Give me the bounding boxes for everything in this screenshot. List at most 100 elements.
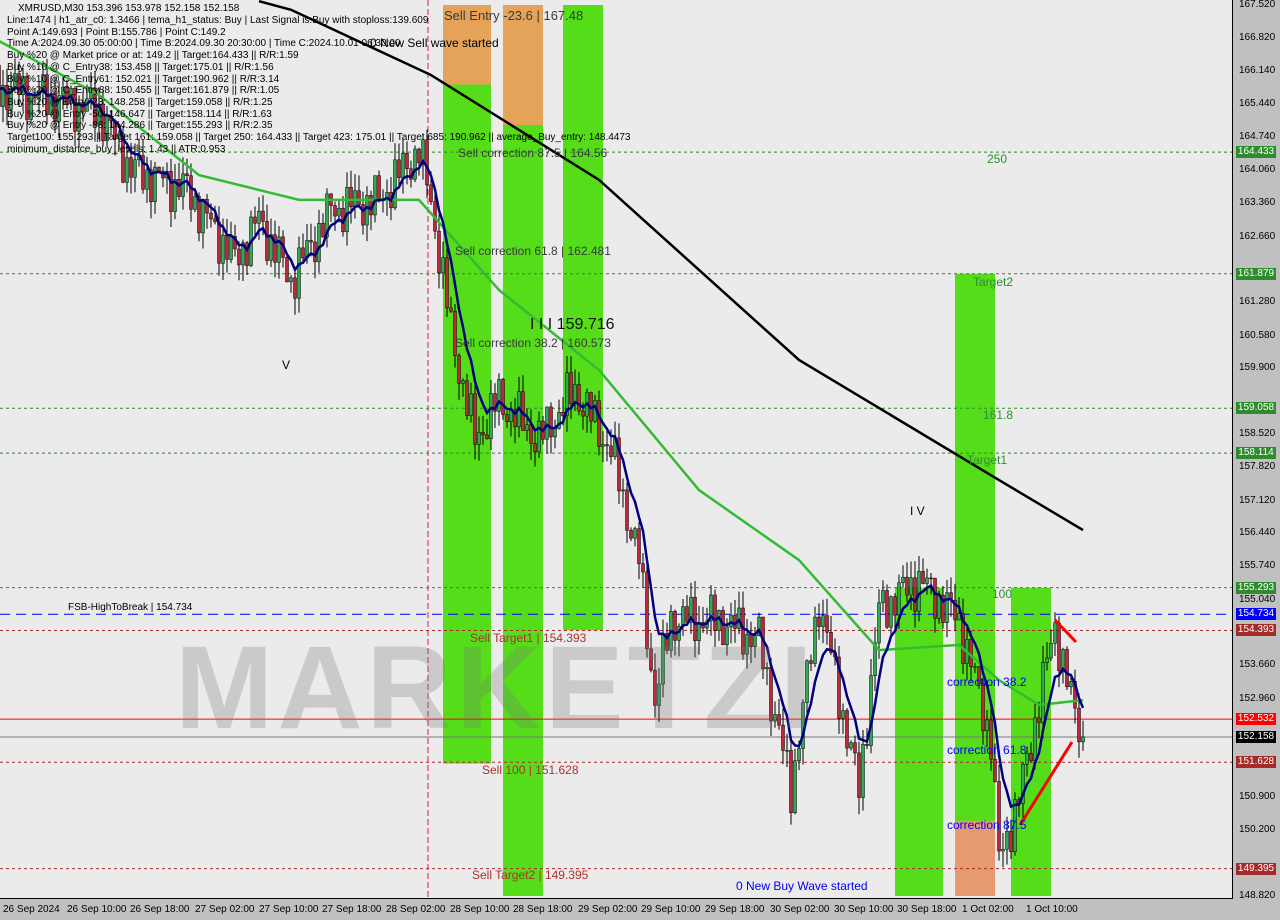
candle-body bbox=[1053, 622, 1057, 644]
candle-body bbox=[265, 221, 269, 261]
y-tick-label: 156.440 bbox=[1239, 526, 1276, 538]
level-1618-label: 161.8 bbox=[983, 408, 1014, 422]
price-chart bbox=[0, 0, 1232, 898]
wave-v-label: V bbox=[282, 358, 291, 372]
y-tick-label: 158.520 bbox=[1239, 427, 1276, 439]
candle-body bbox=[1009, 830, 1013, 852]
slow-moving-average bbox=[258, 0, 1084, 532]
candle-body bbox=[797, 748, 801, 762]
candle-body bbox=[297, 247, 301, 299]
x-tick-label: 1 Oct 10:00 bbox=[1026, 904, 1078, 915]
trend-line bbox=[1053, 618, 1078, 644]
candle-body bbox=[337, 207, 341, 217]
candle-body bbox=[373, 175, 377, 216]
candle-body bbox=[289, 277, 293, 283]
candle-body bbox=[437, 230, 441, 274]
info-line: minimum_distance_buy_levels: 1.43 || ATR… bbox=[7, 143, 226, 155]
candle-body bbox=[25, 76, 29, 120]
level-100-label: 100 bbox=[992, 587, 1013, 601]
info-line: Buy %20 @ Entry -50: 146.647 || Target:1… bbox=[7, 108, 272, 120]
y-tick-label: 150.900 bbox=[1239, 790, 1276, 802]
candle-body bbox=[257, 210, 261, 224]
candle-body bbox=[501, 379, 505, 415]
candle-body bbox=[253, 216, 257, 224]
info-line: Buy %10 @ C_Entry61: 152.021 || Target:1… bbox=[7, 73, 280, 85]
chart-plot-area[interactable]: MARKETZI XMRUSD,M30 153.396 153.978 152.… bbox=[0, 0, 1233, 899]
candle-body bbox=[813, 616, 817, 664]
candle-body bbox=[941, 594, 945, 623]
y-tick-label: 157.820 bbox=[1239, 461, 1276, 473]
price-level-tag: 154.734 bbox=[1236, 608, 1276, 621]
candle-body bbox=[625, 489, 629, 531]
candle-body bbox=[53, 93, 57, 122]
candle-body bbox=[645, 571, 649, 650]
y-tick-label: 164.740 bbox=[1239, 131, 1276, 143]
candle-body bbox=[1013, 799, 1017, 852]
candle-body bbox=[225, 234, 229, 260]
candle-body bbox=[317, 223, 321, 263]
candle-body bbox=[805, 660, 809, 703]
y-tick-label: 165.440 bbox=[1239, 98, 1276, 110]
candle-body bbox=[497, 379, 501, 412]
candle-body bbox=[693, 596, 697, 642]
candle-body bbox=[665, 633, 669, 651]
candle-body bbox=[961, 613, 965, 664]
candle-body bbox=[221, 234, 225, 264]
candle-body bbox=[845, 710, 849, 749]
y-tick-label: 163.360 bbox=[1239, 197, 1276, 209]
candle-body bbox=[0, 65, 1, 107]
candle-body bbox=[489, 393, 493, 439]
price-axis[interactable]: 167.520 166.820 166.140 165.440 164.740 164.0… bbox=[1233, 0, 1280, 901]
price-level-tag: 161.879 bbox=[1236, 267, 1276, 280]
candle-body bbox=[809, 660, 813, 664]
candle-body bbox=[429, 184, 433, 202]
candle-body bbox=[525, 424, 529, 431]
x-tick-label: 27 Sep 18:00 bbox=[322, 904, 382, 915]
candle-body bbox=[765, 667, 769, 670]
candle-body bbox=[213, 218, 217, 223]
candle-body bbox=[345, 186, 349, 233]
candle-body bbox=[461, 380, 465, 384]
y-tick-label: 155.040 bbox=[1239, 593, 1276, 605]
candle-body bbox=[633, 528, 637, 539]
y-tick-label: 148.820 bbox=[1239, 890, 1276, 901]
candle-body bbox=[825, 615, 829, 633]
info-line: Buy %20 @ Entry -23: 148.258 || Target:1… bbox=[7, 96, 273, 108]
x-tick-label: 28 Sep 10:00 bbox=[450, 904, 510, 915]
candle-body bbox=[349, 186, 353, 208]
candle-body bbox=[65, 86, 69, 105]
candle-body bbox=[657, 683, 661, 706]
sell-entry-label: Sell Entry -23.6 | 167.48 bbox=[444, 8, 584, 23]
candle-body bbox=[817, 616, 821, 627]
x-tick-label: 28 Sep 18:00 bbox=[513, 904, 573, 915]
candle-body bbox=[737, 607, 741, 629]
candle-body bbox=[513, 409, 517, 428]
candle-body bbox=[77, 102, 81, 132]
candle-body bbox=[557, 411, 561, 429]
candle-body bbox=[149, 169, 153, 203]
candle-body bbox=[869, 675, 873, 746]
candle-body bbox=[849, 742, 853, 749]
candle-body bbox=[473, 393, 477, 445]
candle-body bbox=[413, 148, 417, 180]
candle-body bbox=[285, 257, 289, 283]
wave-iii-label: I I I 159.716 bbox=[530, 316, 615, 333]
candle-body bbox=[973, 666, 977, 668]
candle-body bbox=[789, 749, 793, 813]
y-tick-label: 153.660 bbox=[1239, 659, 1276, 671]
price-level-tag: 164.433 bbox=[1236, 146, 1276, 159]
candle-body bbox=[933, 577, 937, 619]
candle-body bbox=[621, 489, 625, 492]
candle-body bbox=[453, 310, 457, 356]
level-250-label: 250 bbox=[987, 152, 1008, 166]
candle-body bbox=[649, 648, 653, 671]
candle-body bbox=[957, 613, 961, 621]
x-tick-label: 26 Sep 10:00 bbox=[67, 904, 127, 915]
candle-body bbox=[981, 683, 985, 732]
candle-body bbox=[17, 73, 21, 96]
candle-body bbox=[293, 277, 297, 299]
candle-body bbox=[1021, 763, 1025, 804]
candle-body bbox=[989, 719, 993, 760]
candle-body bbox=[1, 85, 5, 107]
candle-body bbox=[173, 179, 177, 212]
